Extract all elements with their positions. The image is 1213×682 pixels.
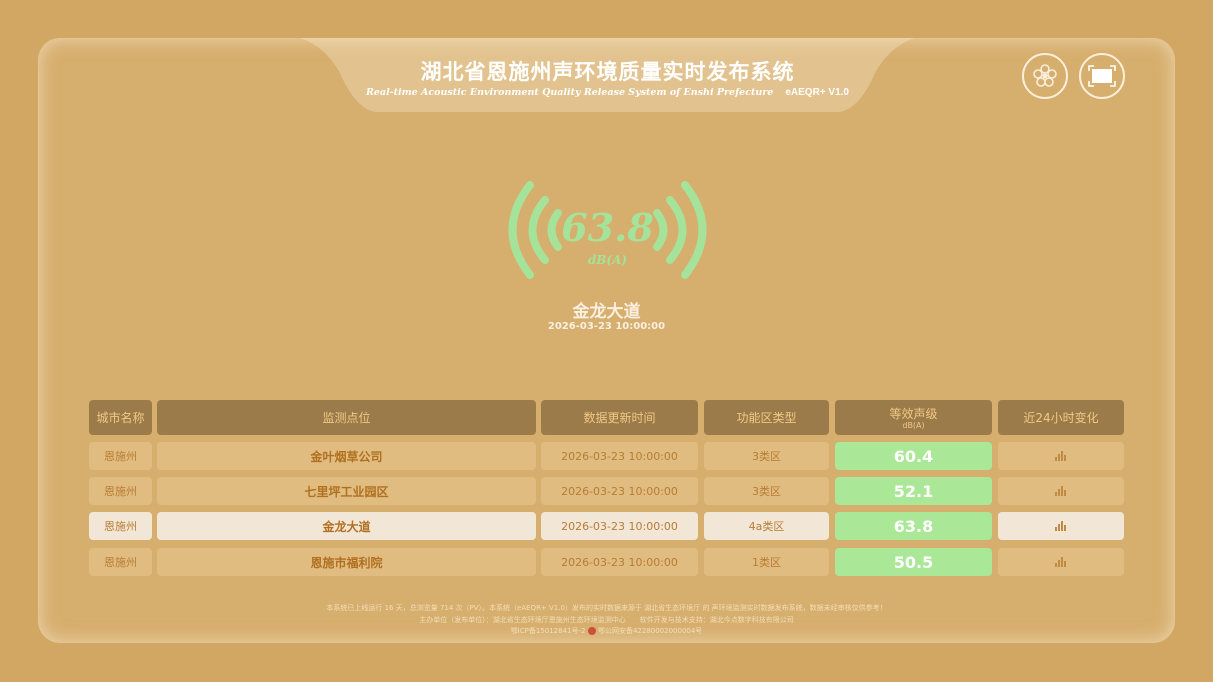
header-unit: dB(A) [902,421,925,430]
trend-chart-button[interactable] [998,442,1124,470]
current-site-name: 金龙大道 [572,302,641,322]
table-cell-site[interactable]: 恩施市福利院 [157,548,536,576]
page-subtitle: Real-time Acoustic Environment Quality R… [365,87,849,98]
header-label: 近24小时变化 [1023,411,1099,425]
header: 湖北省恩施州声环境质量实时发布系统 Real-time Acoustic Env… [300,38,915,113]
police-badge-icon [587,627,596,635]
header-label: 城市名称 [96,411,145,425]
header-zone: 功能区类型 [704,400,829,435]
header-trend: 近24小时变化 [998,400,1124,435]
table-cell-zone: 4a类区 [704,512,829,540]
header-time: 数据更新时间 [541,400,698,435]
sound-waves-icon [508,181,707,279]
page-title: 湖北省恩施州声环境质量实时发布系统 [420,60,795,84]
trend-chart-button[interactable] [998,477,1124,505]
sound-gauge: 63.8 dB(A) [500,175,715,285]
table-cell-city: 恩施州 [89,477,152,505]
header-label: 等效声级 [889,407,938,421]
header-level: 等效声级 dB(A) [835,400,992,435]
bar-chart-icon [1055,521,1066,531]
table-cell-level: 60.4 [835,442,992,470]
bar-chart-icon [1055,486,1066,496]
header-label: 监测点位 [322,411,371,425]
table-cell-level: 63.8 [835,512,992,540]
table-cell-time: 2026-03-23 10:00:00 [541,548,698,576]
main-panel [38,38,1175,643]
table-cell-zone: 3类区 [704,442,829,470]
footer-stats: 本系统已上线运行 16 天，总浏览量 714 次（PV）。本系统（eAEQR+ … [326,604,887,612]
trend-chart-button[interactable] [998,512,1124,540]
flower-icon [1033,64,1057,87]
footer-registration: 鄂ICP备15012841号-2 鄂公网安备42280002000004号 [0,626,1213,636]
current-time: 2026-03-23 10:00:00 [547,321,666,332]
current-level-value: 63.8 [561,205,654,250]
bar-chart-icon [1055,557,1066,567]
header-site: 监测点位 [157,400,536,435]
table-cell-zone: 1类区 [704,548,829,576]
trend-chart-button[interactable] [998,548,1124,576]
table-cell-time: 2026-03-23 10:00:00 [541,512,698,540]
header-label: 功能区类型 [736,411,797,425]
footer-organizer: 主办单位（发布单位）：湖北省生态环境厅恩施州生态环境监测中心 软件开发与技术支持… [419,616,794,624]
table-cell-site[interactable]: 七里坪工业园区 [157,477,536,505]
table-cell-level: 52.1 [835,477,992,505]
header-label: 数据更新时间 [583,411,656,425]
table-cell-city: 恩施州 [89,512,152,540]
fullscreen-icon [1088,65,1116,87]
table-cell-level: 50.5 [835,548,992,576]
bar-chart-icon [1055,451,1066,461]
version-label: eAEQR+ V1.0 [785,87,849,98]
table-cell-city: 恩施州 [89,442,152,470]
table-cell-zone: 3类区 [704,477,829,505]
header-city: 城市名称 [89,400,152,435]
table-cell-site[interactable]: 金叶烟草公司 [157,442,536,470]
police-record-link[interactable]: 鄂公网安备42280002000004号 [597,627,703,635]
table-cell-time: 2026-03-23 10:00:00 [541,477,698,505]
table-cell-time: 2026-03-23 10:00:00 [541,442,698,470]
current-level-unit: dB(A) [587,253,628,267]
theme-button[interactable] [1022,53,1068,99]
fullscreen-button[interactable] [1079,53,1125,99]
table-cell-site[interactable]: 金龙大道 [157,512,536,540]
table-cell-city: 恩施州 [89,548,152,576]
icp-link[interactable]: 鄂ICP备15012841号-2 [510,627,586,635]
